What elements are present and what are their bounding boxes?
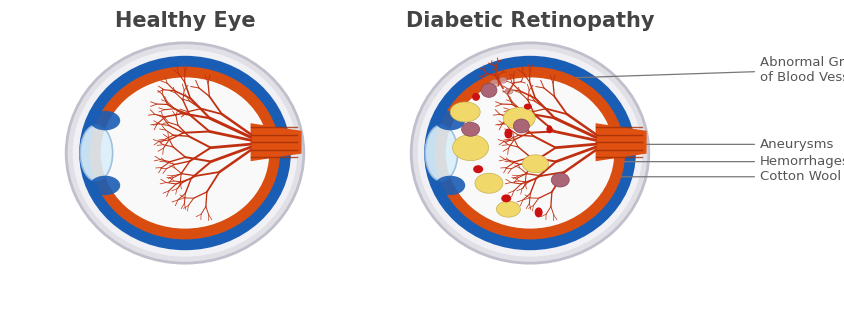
Polygon shape xyxy=(251,123,301,161)
Ellipse shape xyxy=(73,49,297,257)
Ellipse shape xyxy=(503,108,534,129)
Text: Healthy Eye: Healthy Eye xyxy=(115,11,255,31)
Ellipse shape xyxy=(80,125,112,181)
Ellipse shape xyxy=(495,201,520,217)
Ellipse shape xyxy=(435,176,465,195)
Ellipse shape xyxy=(89,176,120,195)
Text: Aneurysms: Aneurysms xyxy=(562,138,833,151)
Ellipse shape xyxy=(504,128,511,139)
Ellipse shape xyxy=(66,43,304,263)
Ellipse shape xyxy=(450,102,479,122)
Ellipse shape xyxy=(435,111,465,130)
Ellipse shape xyxy=(473,165,483,173)
Ellipse shape xyxy=(546,125,552,133)
Ellipse shape xyxy=(411,43,648,263)
Ellipse shape xyxy=(417,49,641,257)
Ellipse shape xyxy=(446,77,614,229)
Ellipse shape xyxy=(505,88,512,94)
Text: Diabetic Retinopathy: Diabetic Retinopathy xyxy=(405,11,653,31)
Ellipse shape xyxy=(499,77,506,83)
Text: Hemorrhages: Hemorrhages xyxy=(559,155,844,168)
Ellipse shape xyxy=(500,194,511,202)
Ellipse shape xyxy=(480,83,496,97)
Ellipse shape xyxy=(89,111,120,130)
Polygon shape xyxy=(595,123,646,161)
Ellipse shape xyxy=(79,56,290,250)
Ellipse shape xyxy=(461,122,479,136)
Ellipse shape xyxy=(424,56,635,250)
Ellipse shape xyxy=(452,134,488,160)
Ellipse shape xyxy=(435,66,625,239)
Text: Abnormal Growth
of Blood Vessels: Abnormal Growth of Blood Vessels xyxy=(522,56,844,83)
Ellipse shape xyxy=(490,80,500,87)
Ellipse shape xyxy=(513,119,528,133)
Ellipse shape xyxy=(100,77,269,229)
Ellipse shape xyxy=(550,173,569,187)
Ellipse shape xyxy=(522,155,548,173)
Ellipse shape xyxy=(474,173,502,193)
Ellipse shape xyxy=(534,207,542,217)
Ellipse shape xyxy=(523,104,531,109)
Ellipse shape xyxy=(89,66,279,239)
Ellipse shape xyxy=(425,125,457,181)
Ellipse shape xyxy=(472,93,479,101)
Text: Cotton Wool Spots: Cotton Wool Spots xyxy=(549,170,844,183)
